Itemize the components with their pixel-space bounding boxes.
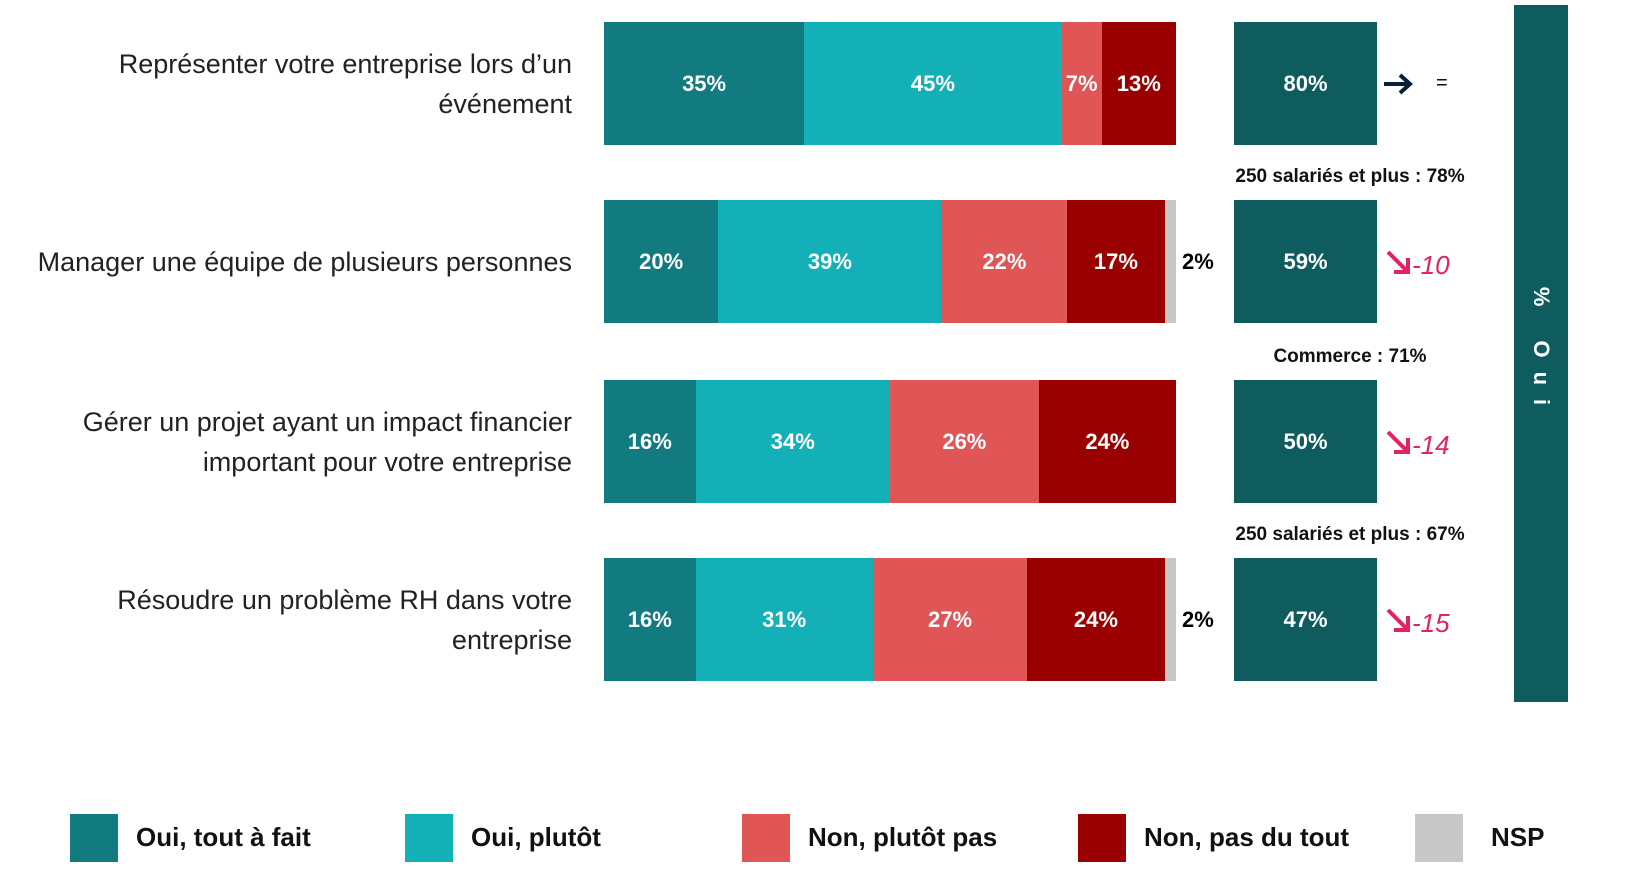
change-arrow <box>1386 608 1410 632</box>
category-label: Manager une équipe de plusieurs personne… <box>37 246 572 277</box>
annotation: Commerce : 71% <box>1273 346 1427 367</box>
total-label: 50% <box>1283 428 1328 454</box>
bar-segment: 16% <box>604 380 696 503</box>
bar-segment: 16% <box>604 558 696 681</box>
value-label: 24% <box>1073 606 1118 632</box>
value-label: 22% <box>982 248 1027 274</box>
value-label: 16% <box>627 606 672 632</box>
change-label: -15 <box>1412 607 1450 638</box>
change-arrow <box>1384 73 1413 94</box>
total-box: 50% <box>1234 380 1377 503</box>
value-label: 2% <box>1182 606 1214 632</box>
change-label: -14 <box>1412 429 1450 460</box>
category-label: Représenter votre entreprise lors d’un é… <box>118 48 572 119</box>
total-box: 59% <box>1234 200 1377 323</box>
bar-segment: 35% <box>604 22 805 145</box>
legend-label: NSP <box>1491 822 1545 852</box>
legend-swatch <box>1078 814 1126 862</box>
change-label: -10 <box>1412 249 1450 280</box>
total-panel <box>1514 5 1568 702</box>
bar-segment <box>1164 200 1176 323</box>
category-label: Gérer un projet ayant un impact financie… <box>82 406 572 477</box>
value-label: 45% <box>910 70 955 96</box>
legend-swatch <box>70 814 118 862</box>
bar-segment: 13% <box>1101 22 1176 145</box>
bar-segment: 26% <box>890 380 1039 503</box>
value-label: 20% <box>639 248 684 274</box>
legend-swatch <box>1415 814 1463 862</box>
bar-segment: 34% <box>695 380 890 503</box>
legend-label: Oui, plutôt <box>471 822 601 852</box>
legend-label: Oui, tout à fait <box>136 822 311 852</box>
legend-label: Non, plutôt pas <box>808 822 998 852</box>
arrow-path <box>1386 608 1410 632</box>
category-label: Résoudre un problème RH dans votre entre… <box>117 584 572 655</box>
value-label: 17% <box>1093 248 1138 274</box>
value-label: 34% <box>770 428 815 454</box>
value-label: 2% <box>1182 248 1214 274</box>
bar-segment <box>1164 558 1176 681</box>
bar-segment: 27% <box>872 558 1028 681</box>
total-label: 59% <box>1283 248 1328 274</box>
bar-segment: 24% <box>1027 558 1165 681</box>
change-arrow <box>1386 430 1410 454</box>
value-label: 39% <box>807 248 852 274</box>
total-box: 80% <box>1234 22 1377 145</box>
change-label: = <box>1436 71 1448 94</box>
value-label: 7% <box>1065 70 1098 96</box>
total-title: % Oui <box>1529 286 1554 420</box>
value-label: 16% <box>627 428 672 454</box>
legend-label: Non, pas du tout <box>1144 822 1350 852</box>
legend-swatch <box>742 814 790 862</box>
value-label: 35% <box>682 70 727 96</box>
bar-segment: 22% <box>941 200 1068 323</box>
change-arrow <box>1386 250 1410 274</box>
total-label: 47% <box>1283 606 1328 632</box>
arrow-path <box>1386 250 1410 274</box>
total-box: 47% <box>1234 558 1377 681</box>
value-label: 24% <box>1085 428 1130 454</box>
bar-segment: 17% <box>1067 200 1165 323</box>
bar-segment: 20% <box>604 200 719 323</box>
value-label: 26% <box>942 428 987 454</box>
legend-swatch <box>405 814 453 862</box>
arrow-path <box>1384 73 1413 94</box>
value-label: 27% <box>928 606 973 632</box>
bar-segment: 45% <box>804 22 1062 145</box>
bar-segment: 39% <box>718 200 942 323</box>
annotation: 250 salariés et plus : 67% <box>1235 524 1465 545</box>
total-label: 80% <box>1283 70 1328 96</box>
bar-segment: 24% <box>1038 380 1176 503</box>
value-label: 13% <box>1116 70 1161 96</box>
bar-segment: 31% <box>695 558 873 681</box>
annotation: 250 salariés et plus : 78% <box>1235 166 1465 187</box>
value-label: 31% <box>762 606 807 632</box>
bar-segment: 7% <box>1061 22 1102 145</box>
arrow-path <box>1386 430 1410 454</box>
